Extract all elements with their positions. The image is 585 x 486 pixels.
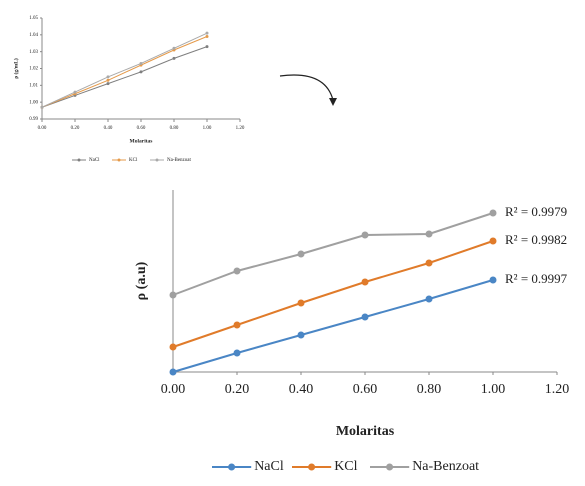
y-tick-label: 1.04 — [29, 33, 38, 38]
legend-marker — [386, 463, 394, 471]
point — [139, 70, 143, 74]
point — [106, 78, 110, 82]
x-tick-label: 0.40 — [104, 126, 113, 131]
point — [425, 230, 433, 238]
series-line — [41, 46, 208, 108]
legend-label: NaCl — [254, 459, 284, 474]
y-tick-label: 1.00 — [29, 100, 38, 105]
x-axis-label: Molaritas — [130, 138, 153, 144]
y-tick-label: 0.99 — [29, 117, 38, 122]
y-tick-label: 1.02 — [29, 67, 38, 72]
arrow-head — [329, 98, 337, 106]
point — [40, 105, 44, 109]
series-line — [41, 36, 208, 108]
point — [297, 250, 305, 258]
x-tick-label: 0.00 — [38, 126, 47, 131]
legend-label: KCl — [334, 459, 357, 474]
point — [73, 90, 77, 94]
x-tick-label: 1.00 — [481, 382, 506, 397]
x-tick-label: 0.80 — [170, 126, 179, 131]
point — [169, 368, 177, 376]
legend-marker — [308, 463, 316, 471]
point — [361, 313, 369, 321]
x-axis-label: Molaritas — [336, 424, 395, 439]
x-tick-label: 0.20 — [225, 382, 250, 397]
point — [233, 321, 241, 329]
legend-marker — [155, 158, 159, 162]
point — [172, 46, 176, 50]
point — [169, 343, 177, 351]
point — [139, 61, 143, 65]
point — [172, 56, 176, 60]
x-tick-label: 0.20 — [71, 126, 80, 131]
point — [205, 31, 209, 35]
point — [106, 75, 110, 79]
legend-label: NaCl — [89, 158, 100, 163]
y-axis-label: ρ (g/mL) — [12, 58, 19, 79]
y-axis-label: ρ (a.u) — [134, 261, 149, 300]
x-tick-label: 0.40 — [289, 382, 314, 397]
series-line — [172, 240, 494, 348]
y-tick-label: 1.01 — [29, 83, 38, 88]
x-tick-label: 0.60 — [353, 382, 378, 397]
series-line — [172, 212, 494, 296]
legend-marker — [117, 158, 121, 162]
x-tick-label: 1.20 — [236, 126, 245, 131]
point — [425, 295, 433, 303]
point — [361, 231, 369, 239]
point — [106, 82, 110, 86]
series-line — [172, 279, 494, 373]
legend-marker — [77, 158, 81, 162]
point — [233, 349, 241, 357]
x-tick-label: 0.60 — [137, 126, 146, 131]
point — [169, 291, 177, 299]
arrow — [279, 74, 334, 101]
annotation: R² = 0.9997 — [505, 271, 568, 286]
point — [425, 259, 433, 267]
point — [297, 331, 305, 339]
x-tick-label: 0.80 — [417, 382, 442, 397]
point — [233, 267, 241, 275]
legend-marker — [228, 463, 236, 471]
point — [205, 35, 209, 39]
annotation: R² = 0.9982 — [505, 232, 567, 247]
legend-label: Na-Benzoat — [167, 158, 191, 163]
legend-label: KCl — [129, 158, 138, 163]
point — [205, 45, 209, 49]
x-tick-label: 1.00 — [203, 126, 212, 131]
annotation: R² = 0.9979 — [505, 204, 567, 219]
point — [489, 276, 497, 284]
x-tick-label: 0.00 — [161, 382, 186, 397]
y-tick-label: 1.03 — [29, 50, 38, 55]
series-line — [41, 32, 208, 108]
point — [489, 209, 497, 217]
point — [361, 278, 369, 286]
legend-label: Na-Benzoat — [412, 459, 479, 474]
x-tick-label: 1.20 — [545, 382, 570, 397]
point — [489, 237, 497, 245]
point — [297, 299, 305, 307]
y-tick-label: 1.05 — [29, 16, 38, 21]
